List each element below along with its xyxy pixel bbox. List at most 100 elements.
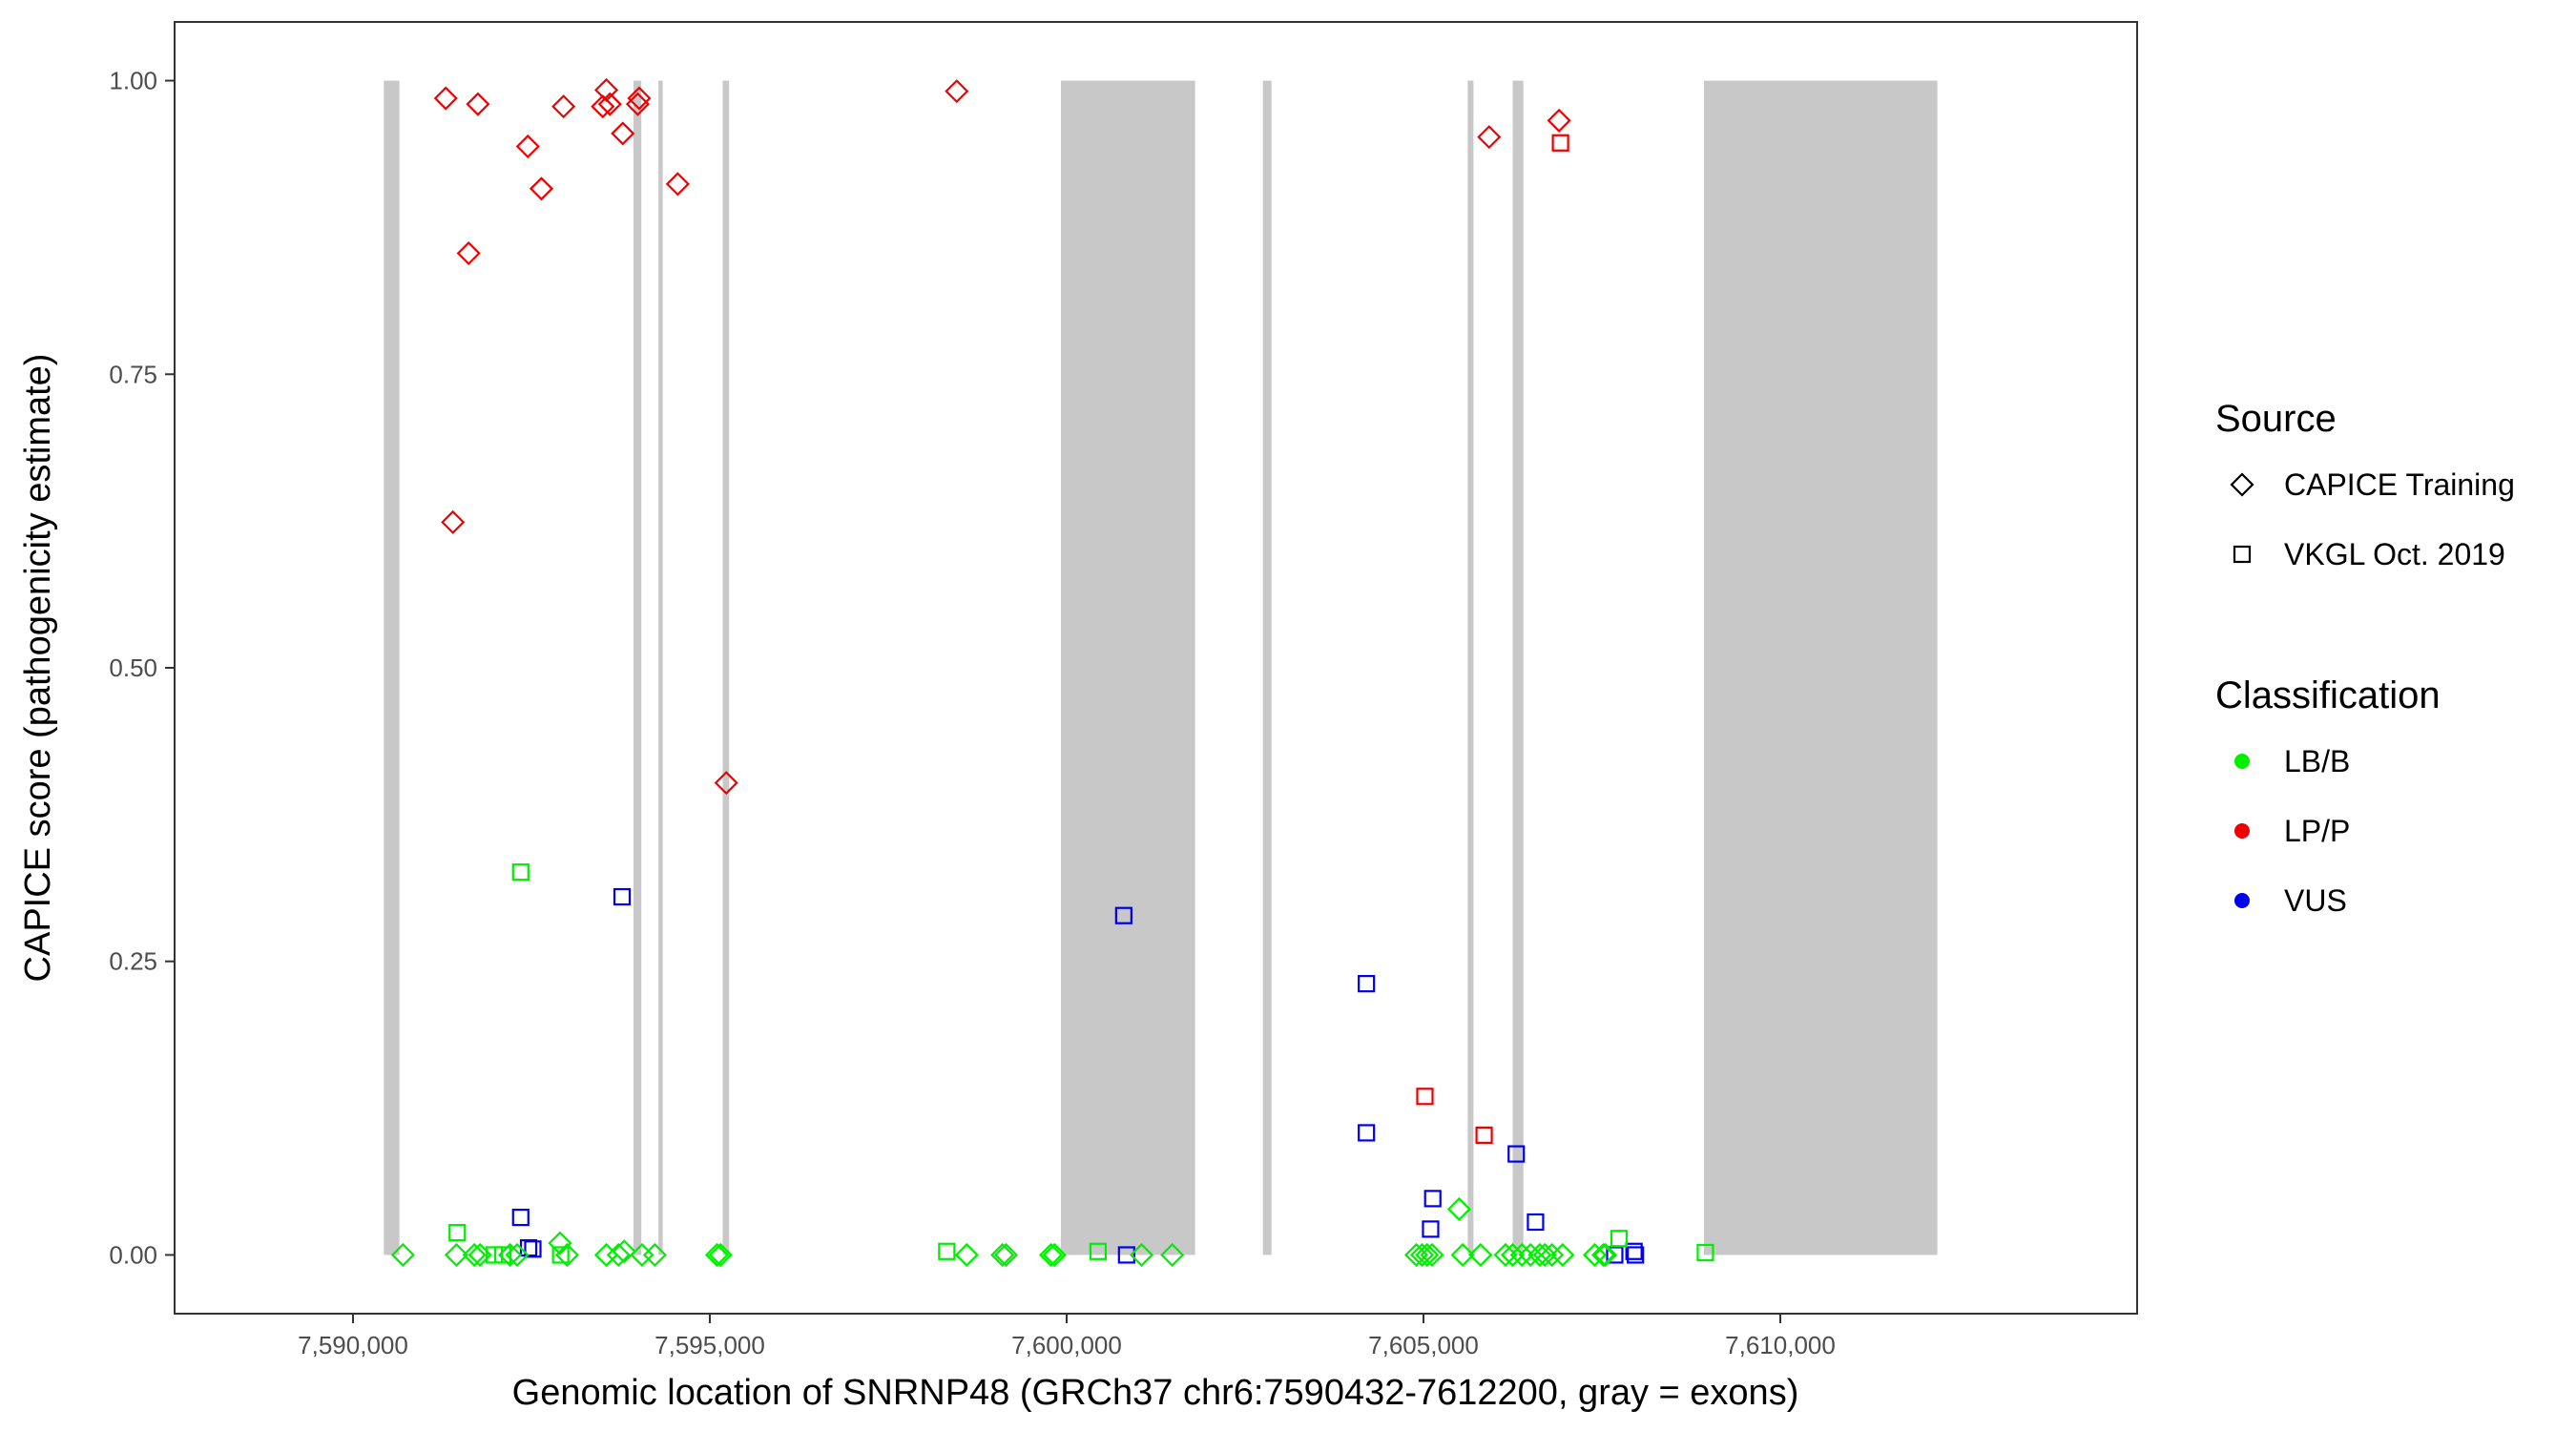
capice-lbb-point	[462, 1242, 487, 1268]
legend-classification-label: LP/P	[2284, 814, 2350, 848]
vkgl-vus-point	[524, 1240, 542, 1258]
vkgl-vus-point	[1606, 1246, 1624, 1264]
legend-source-label: CAPICE Training	[2284, 467, 2515, 502]
y-tick-label: 0.50	[109, 653, 157, 682]
capice-lpp-point	[1547, 108, 1571, 133]
legend: Source Classification CAPICE Training VKG…	[2215, 398, 2515, 918]
vkgl-vus-point	[1358, 975, 1376, 993]
exon-band-4	[722, 80, 730, 1255]
exon-band-7	[1467, 80, 1474, 1255]
capice-lbb-point	[1532, 1242, 1557, 1268]
vkgl-lbb-point	[551, 1246, 570, 1264]
vkgl-vus-point	[613, 887, 632, 906]
capice-lbb-point	[444, 1242, 469, 1268]
legend-classification-label: VUS	[2284, 883, 2347, 918]
capice-lbb-point	[708, 1242, 733, 1268]
capice-lpp-point	[591, 94, 615, 119]
axes: 7,590,000 7,595,000 7,600,000 7,605,000 7,61…	[109, 67, 1835, 1359]
vkgl-vus-point	[1423, 1190, 1442, 1208]
capice-lpp-point	[466, 92, 490, 116]
x-tick-label: 7,590,000	[298, 1331, 408, 1359]
capice-lpp-point	[1477, 125, 1502, 150]
capice-lpp-point	[597, 92, 622, 116]
exon-bands	[384, 80, 1938, 1255]
x-tick-label: 7,610,000	[1725, 1331, 1836, 1359]
capice-lbb-point	[1415, 1242, 1440, 1268]
exon-band-3	[658, 80, 663, 1255]
capice-lbb-point	[467, 1242, 492, 1268]
vkgl-lpp-point	[1416, 1088, 1434, 1106]
x-axis-title: Genomic location of SNRNP48 (GRCh37 chr6…	[512, 1373, 1799, 1413]
vkgl-vus-point	[1627, 1246, 1645, 1264]
exon-band-8	[1512, 80, 1524, 1255]
vkgl-lbb-point	[511, 863, 530, 881]
capice-lbb-point	[1500, 1242, 1526, 1268]
capice-lbb-point	[554, 1242, 579, 1268]
vkgl-vus-point	[1117, 1246, 1135, 1264]
capice-lbb-point	[1403, 1242, 1429, 1268]
vkgl-lbb-point	[1696, 1243, 1714, 1262]
capice-lbb-point	[954, 1242, 979, 1268]
vkgl-lpp-point	[1475, 1126, 1493, 1145]
capice-lpp-point	[665, 172, 690, 197]
x-tick-label: 7,605,000	[1368, 1331, 1479, 1359]
capice-lpp-point	[433, 86, 458, 111]
legend-square-icon	[2233, 545, 2252, 564]
capice-lbb-point	[990, 1242, 1015, 1268]
vkgl-vus-point	[1114, 906, 1132, 924]
vkgl-vus-point	[1422, 1220, 1440, 1238]
capice-lbb-point	[642, 1242, 667, 1268]
legend-diamond-icon	[2230, 472, 2254, 497]
legend-classification-label: LB/B	[2284, 744, 2350, 778]
capice-lbb-point	[612, 1239, 636, 1264]
exon-band-2	[633, 80, 642, 1255]
capice-lbb-point	[1129, 1242, 1154, 1268]
capice-lbb-point	[1550, 1242, 1575, 1268]
capice-lbb-point	[606, 1242, 631, 1268]
capice-lbb-point	[390, 1242, 415, 1268]
capice-lpp-point	[627, 86, 652, 111]
capice-lbb-point	[704, 1242, 730, 1268]
capice-lbb-point	[1042, 1242, 1067, 1268]
legend-classification-title: Classification	[2215, 674, 2441, 716]
y-axis-title: CAPICE score (pathogenicity estimate)	[18, 354, 58, 983]
vkgl-lbb-point	[1089, 1242, 1108, 1260]
capice-lbb-point	[1038, 1242, 1064, 1268]
exon-band-9	[1703, 80, 1938, 1255]
capice-lbb-point	[548, 1231, 572, 1255]
capice-lbb-point	[1493, 1242, 1518, 1268]
vkgl-vus-point	[511, 1208, 530, 1227]
capice-lbb-point	[1446, 1196, 1471, 1222]
capice-lbb-point	[1468, 1242, 1493, 1268]
capice-lpp-point	[714, 771, 738, 796]
capice-lbb-point	[1540, 1242, 1565, 1268]
capice-lpp-point	[456, 240, 481, 266]
vkgl-vus-point	[1625, 1242, 1643, 1260]
y-tick-label: 0.75	[109, 360, 157, 388]
vkgl-lbb-point	[448, 1223, 467, 1242]
y-tick-label: 0.25	[109, 947, 157, 976]
capice-lpp-point	[945, 79, 969, 104]
vkgl-lbb-point	[938, 1242, 956, 1260]
x-tick-label: 7,595,000	[654, 1331, 765, 1359]
capice-lpp-point	[551, 94, 576, 119]
legend-dot-icon	[2234, 893, 2250, 908]
capice-lpp-point	[611, 121, 635, 146]
exon-band-5	[1061, 80, 1195, 1255]
capice-lpp-point	[529, 176, 554, 201]
vkgl-lbb-point	[1610, 1230, 1629, 1248]
capice-lbb-point	[1582, 1242, 1608, 1268]
vkgl-vus-point	[1507, 1145, 1526, 1163]
capice-lbb-point	[1450, 1242, 1475, 1268]
legend-dot-icon	[2234, 754, 2250, 769]
vkgl-lpp-point	[1551, 134, 1569, 152]
capice-lbb-point	[993, 1242, 1018, 1268]
capice-lpp-point	[515, 134, 540, 159]
capice-lbb-point	[1509, 1242, 1534, 1268]
x-tick-label: 7,600,000	[1011, 1331, 1122, 1359]
exon-band-1	[384, 80, 400, 1255]
data-points	[390, 77, 1714, 1268]
legend-dot-icon	[2234, 823, 2250, 839]
capice-lbb-point	[498, 1242, 523, 1268]
